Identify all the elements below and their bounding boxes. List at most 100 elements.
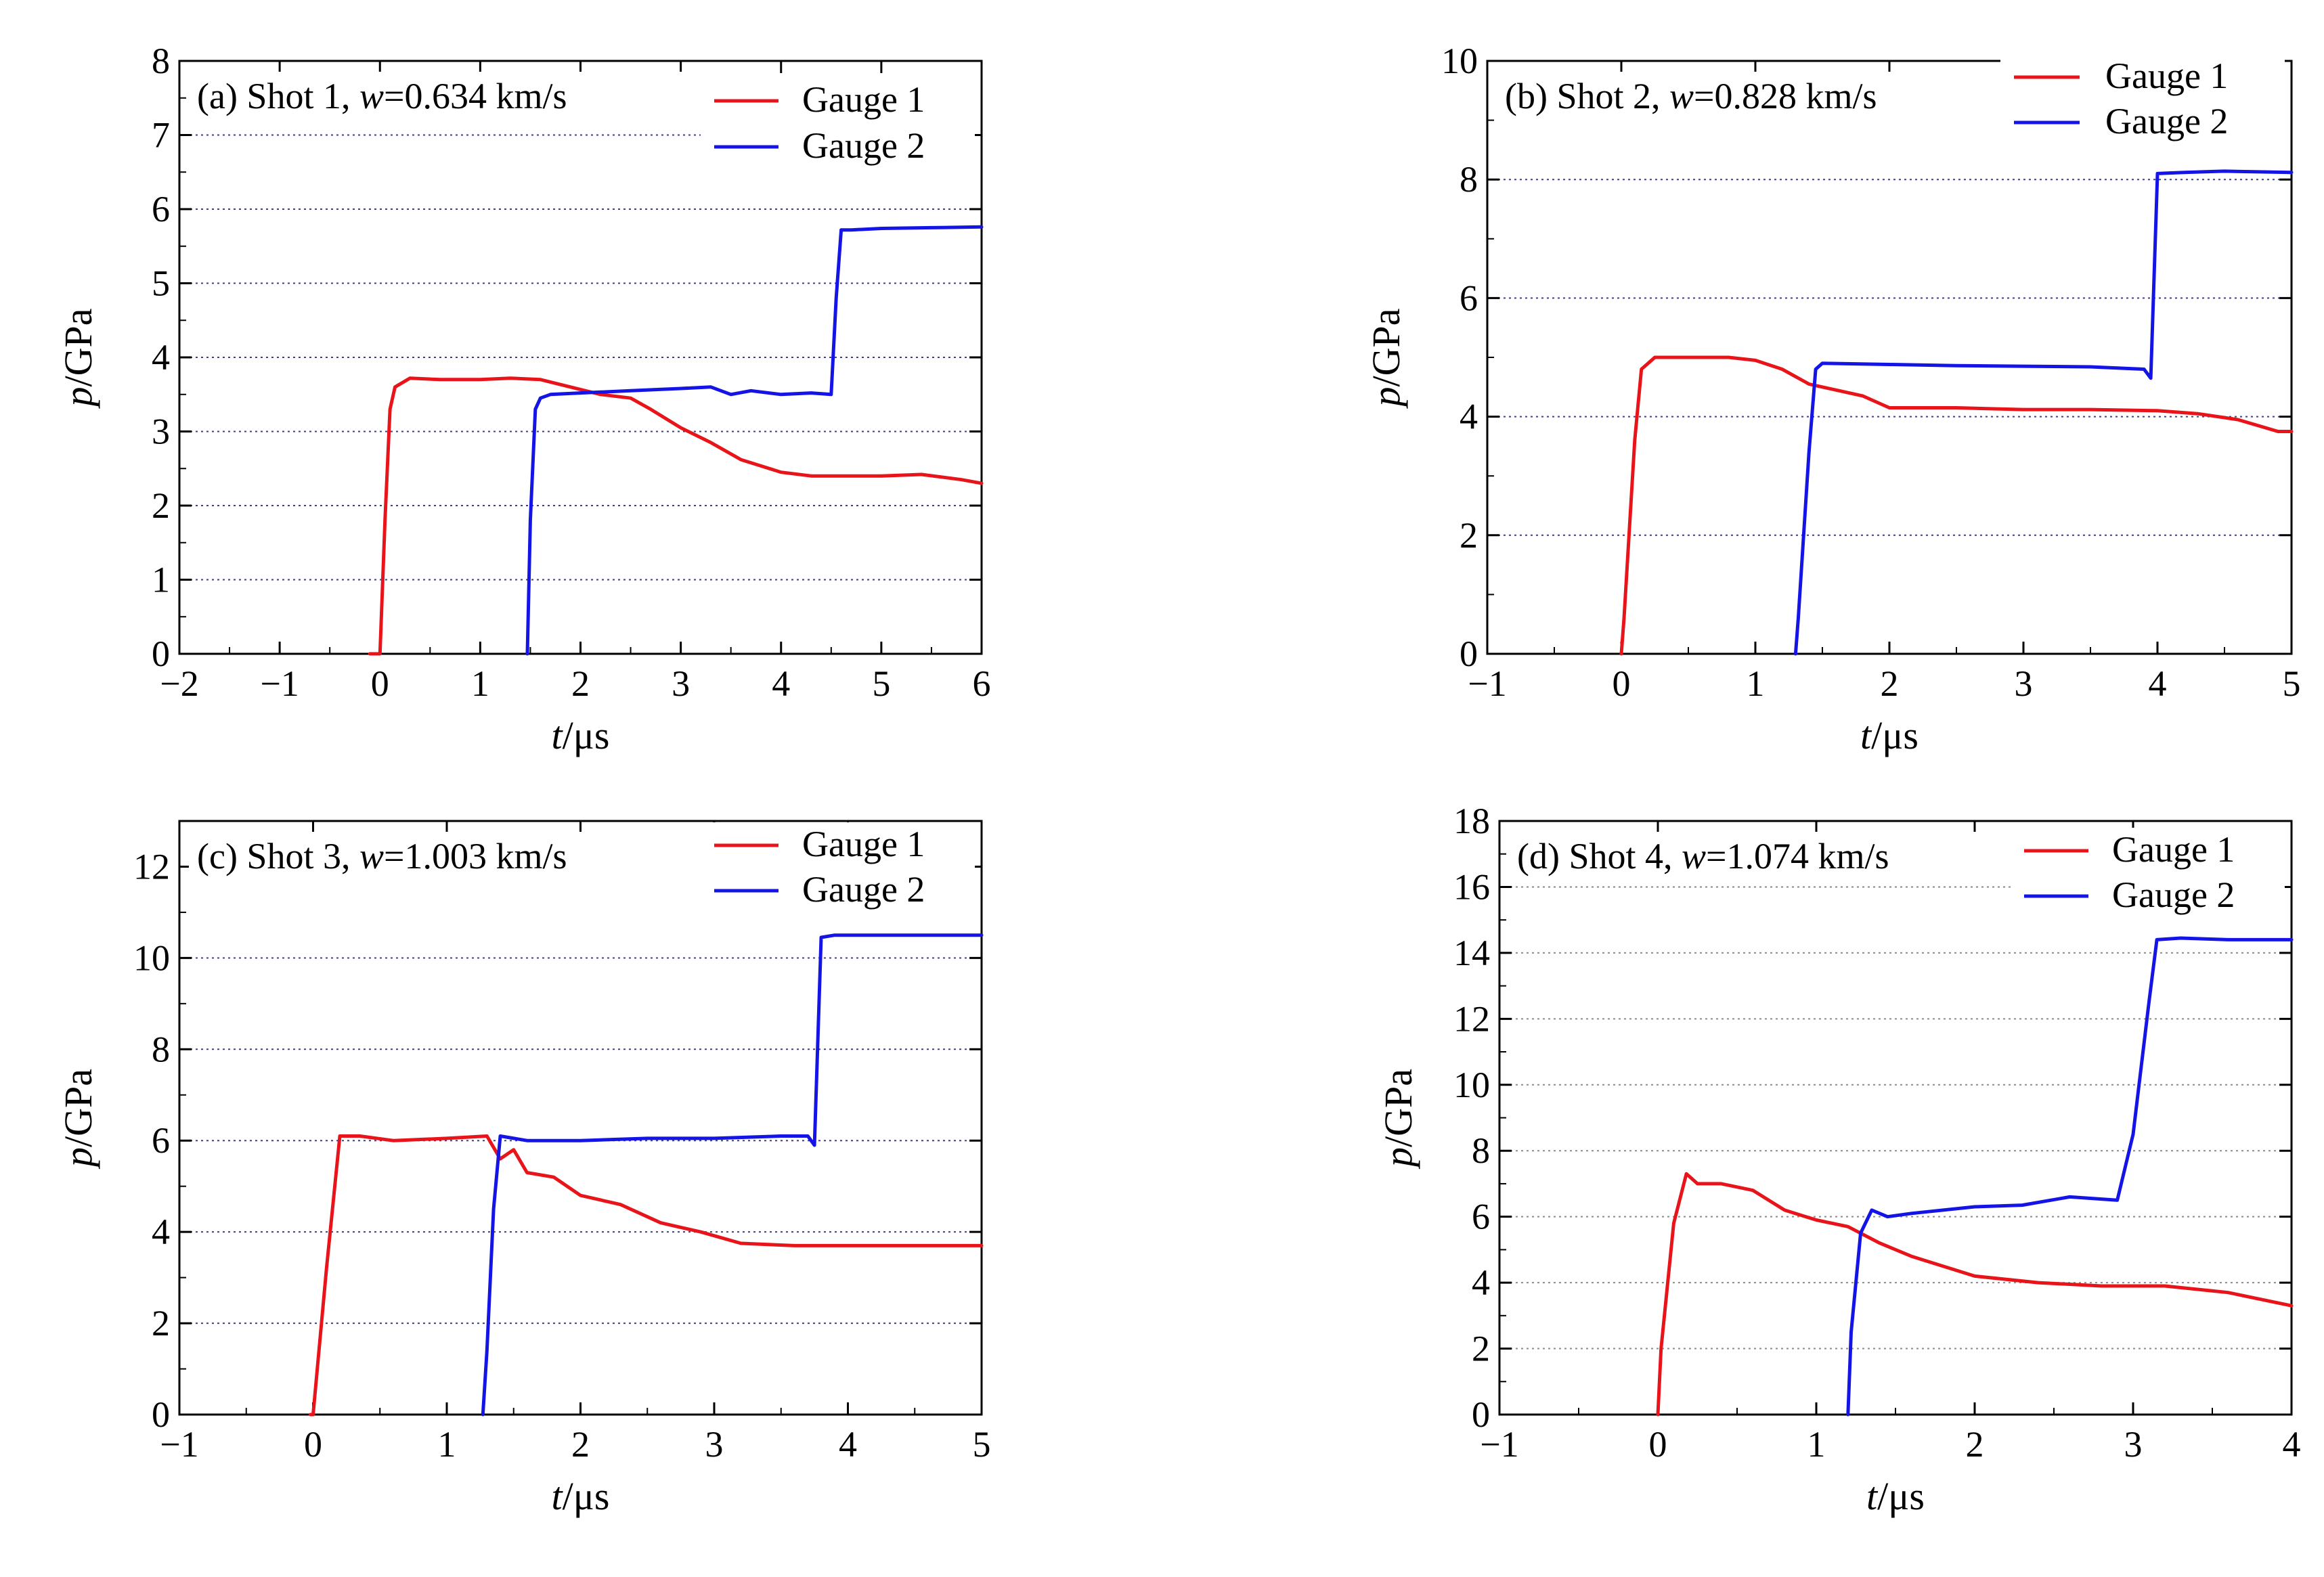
x-tick-label: 3 <box>2124 1424 2143 1465</box>
y-axis-title: p/GPa <box>1376 1069 1420 1170</box>
panel-title-backing <box>1497 72 2011 120</box>
panel-title: (a) Shot 1, w=0.634 km/s <box>197 76 567 116</box>
series-line-gauge2 <box>1793 169 2294 656</box>
series-line-gauge2 <box>481 933 984 1417</box>
x-axis-title: t/μs <box>552 713 610 757</box>
y-tick-label: 16 <box>1453 866 1490 907</box>
x-tick-label: 3 <box>705 1424 724 1465</box>
legend-label-gauge1: Gauge 1 <box>2105 55 2228 96</box>
y-tick-label: 8 <box>152 41 170 81</box>
x-tick-label: 3 <box>672 663 690 704</box>
x-tick-label: 4 <box>2149 663 2167 704</box>
y-axis-title: p/GPa <box>56 1069 100 1170</box>
x-axis-title: t/μs <box>552 1474 610 1518</box>
y-tick-label: 8 <box>1472 1130 1490 1171</box>
x-tick-label: 2 <box>1881 663 1899 704</box>
x-tick-label: −1 <box>260 663 299 704</box>
y-tick-label: 4 <box>1460 397 1478 437</box>
x-tick-label: 4 <box>839 1424 857 1465</box>
y-tick-label: 4 <box>152 337 170 378</box>
y-tick-label: 6 <box>1460 277 1478 318</box>
y-tick-label: 4 <box>1472 1262 1490 1303</box>
x-tick-label: 2 <box>571 663 590 704</box>
panel-title: (b) Shot 2, w=0.828 km/s <box>1505 76 1877 116</box>
y-tick-label: 2 <box>152 1303 170 1343</box>
y-tick-label: 12 <box>1453 998 1490 1039</box>
x-axis-title: t/μs <box>1860 713 1919 757</box>
y-tick-label: 6 <box>152 1120 170 1161</box>
x-tick-label: 5 <box>973 1424 991 1465</box>
x-tick-label: 4 <box>2283 1424 2301 1465</box>
y-tick-label: 6 <box>1472 1197 1490 1237</box>
x-tick-label: 2 <box>571 1424 590 1465</box>
y-tick-label: 10 <box>1441 41 1478 81</box>
x-tick-label: 1 <box>1747 663 1765 704</box>
y-tick-label: 4 <box>152 1212 170 1252</box>
y-axis-title: p/GPa <box>1364 309 1408 409</box>
x-tick-label: 6 <box>973 663 991 704</box>
y-tick-label: 2 <box>1472 1329 1490 1369</box>
series-line-gauge1 <box>368 376 984 656</box>
panel-title-backing <box>189 832 703 881</box>
y-tick-label: 0 <box>1460 634 1478 674</box>
x-tick-label: 1 <box>471 663 489 704</box>
legend-label-gauge1: Gauge 1 <box>802 824 925 864</box>
legend-backing <box>701 78 975 185</box>
legend-label-gauge2: Gauge 2 <box>2112 874 2235 915</box>
y-tick-label: 12 <box>133 846 170 887</box>
legend-backing <box>2011 828 2285 934</box>
y-tick-label: 8 <box>152 1029 170 1069</box>
y-axis-title: p/GPa <box>56 309 100 409</box>
series-line-gauge1 <box>1619 355 2294 656</box>
legend-label-gauge1: Gauge 1 <box>802 79 925 120</box>
y-tick-label: 2 <box>152 485 170 526</box>
y-tick-label: 2 <box>1460 515 1478 556</box>
x-tick-label: 5 <box>872 663 890 704</box>
x-axis-title: t/μs <box>1866 1474 1925 1518</box>
panel-title: (d) Shot 4, w=1.074 km/s <box>1517 836 1889 876</box>
x-tick-label: 1 <box>1807 1424 1826 1465</box>
y-tick-label: 6 <box>152 189 170 229</box>
x-tick-label: −1 <box>160 1424 198 1465</box>
legend-label-gauge1: Gauge 1 <box>2112 829 2235 870</box>
legend-label-gauge2: Gauge 2 <box>802 869 925 910</box>
x-tick-label: −1 <box>1468 663 1506 704</box>
y-tick-label: 18 <box>1453 801 1490 841</box>
x-tick-label: 3 <box>2015 663 2033 704</box>
legend-label-gauge2: Gauge 2 <box>802 125 925 166</box>
x-tick-label: 0 <box>1613 663 1631 704</box>
y-tick-label: 0 <box>152 634 170 674</box>
y-tick-label: 5 <box>152 263 170 304</box>
x-tick-label: 0 <box>371 663 389 704</box>
panel-a: −2 −1 0 1 2 3 4 5 6 0 1 2 3 4 5 6 7 8 t/μs p/GPa (a) Shot 1,… <box>56 41 991 757</box>
series-line-gauge2 <box>525 225 984 656</box>
panel-title-backing <box>1509 832 2023 881</box>
series-line-gauge1 <box>309 1134 984 1417</box>
legend-label-gauge2: Gauge 2 <box>2105 101 2228 141</box>
y-tick-label: 10 <box>133 937 170 978</box>
x-tick-label: −2 <box>160 663 198 704</box>
panel-title: (c) Shot 3, w=1.003 km/s <box>197 836 567 876</box>
x-tick-label: −1 <box>1480 1424 1518 1465</box>
series-line-gauge1 <box>1656 1172 2294 1417</box>
y-tick-label: 3 <box>152 412 170 452</box>
y-tick-label: 7 <box>152 115 170 156</box>
legend-backing <box>2000 54 2285 160</box>
legend-backing <box>701 822 975 929</box>
y-tick-label: 10 <box>1453 1065 1490 1105</box>
y-tick-label: 0 <box>152 1394 170 1435</box>
y-tick-label: 1 <box>152 560 170 600</box>
x-tick-label: 1 <box>438 1424 456 1465</box>
y-tick-label: 14 <box>1453 933 1490 973</box>
y-tick-label: 8 <box>1460 159 1478 200</box>
x-tick-label: 5 <box>2283 663 2301 704</box>
series-line-gauge2 <box>1846 936 2294 1417</box>
x-tick-label: 2 <box>1966 1424 1984 1465</box>
y-tick-label: 0 <box>1472 1394 1490 1435</box>
panel-title-backing <box>189 72 703 120</box>
x-tick-label: 0 <box>1649 1424 1667 1465</box>
x-tick-label: 4 <box>772 663 790 704</box>
